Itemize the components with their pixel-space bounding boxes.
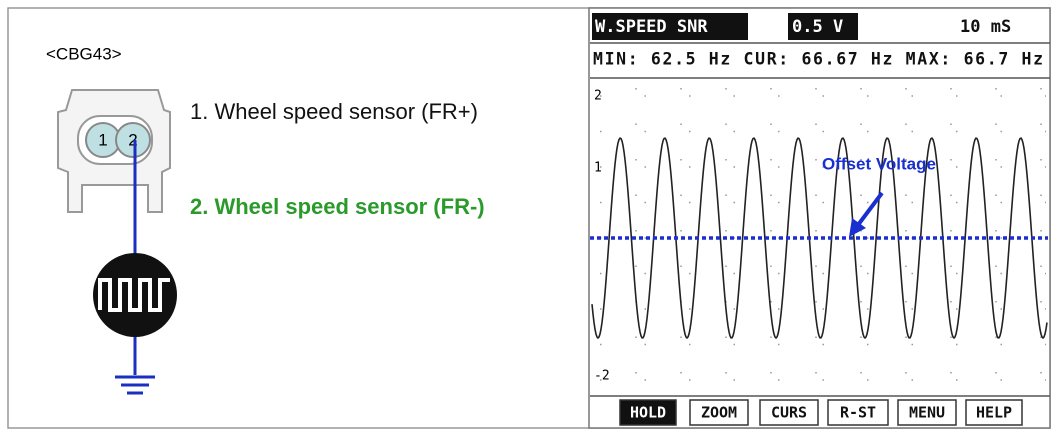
time-per-div: 10 mS: [960, 17, 1011, 37]
scope-screen: [588, 7, 1051, 429]
button[interactable]: [759, 399, 819, 426]
button-label[interactable]: CURS: [771, 404, 807, 422]
highlight: [788, 13, 858, 40]
y-label: 2: [594, 89, 602, 104]
y-label: 1: [594, 161, 602, 176]
button[interactable]: [619, 399, 677, 426]
button-label[interactable]: ZOOM: [701, 404, 737, 422]
frequency-readout: MIN: 62.5 Hz CUR: 66.67 Hz MAX: 66.7 Hz: [593, 50, 1043, 69]
highlight: [592, 13, 748, 40]
connector-body: [57, 89, 171, 213]
pin-number: 2: [128, 130, 137, 149]
button-label[interactable]: MENU: [909, 404, 945, 422]
button-label[interactable]: R-ST: [840, 404, 876, 422]
arrow: [849, 191, 884, 237]
waveform: [591, 137, 1048, 340]
button[interactable]: [965, 399, 1023, 426]
button[interactable]: [689, 399, 749, 426]
button-label[interactable]: HOLD: [630, 404, 666, 422]
button-label[interactable]: HELP: [976, 404, 1012, 422]
button[interactable]: [827, 399, 889, 426]
pin-number: 1: [98, 130, 107, 149]
y-label: -2: [594, 369, 610, 384]
button-bar: HOLD ZOOM CURS R-ST MENU HELP: [619, 399, 1023, 426]
ground-symbol: [115, 375, 155, 395]
button[interactable]: [897, 399, 957, 426]
connector-label: <CBG43>: [46, 44, 122, 63]
channel-name: W.SPEED SNR: [595, 17, 708, 37]
annotation: Offset Voltage: [822, 154, 936, 173]
pin-description: 1. Wheel speed sensor (FR+): [190, 99, 478, 124]
plot-area: [591, 88, 1048, 392]
sensor-symbol: [93, 253, 177, 337]
volts-per-div: 0.5 V: [792, 17, 843, 37]
pin-description: 2. Wheel speed sensor (FR-): [190, 194, 485, 219]
